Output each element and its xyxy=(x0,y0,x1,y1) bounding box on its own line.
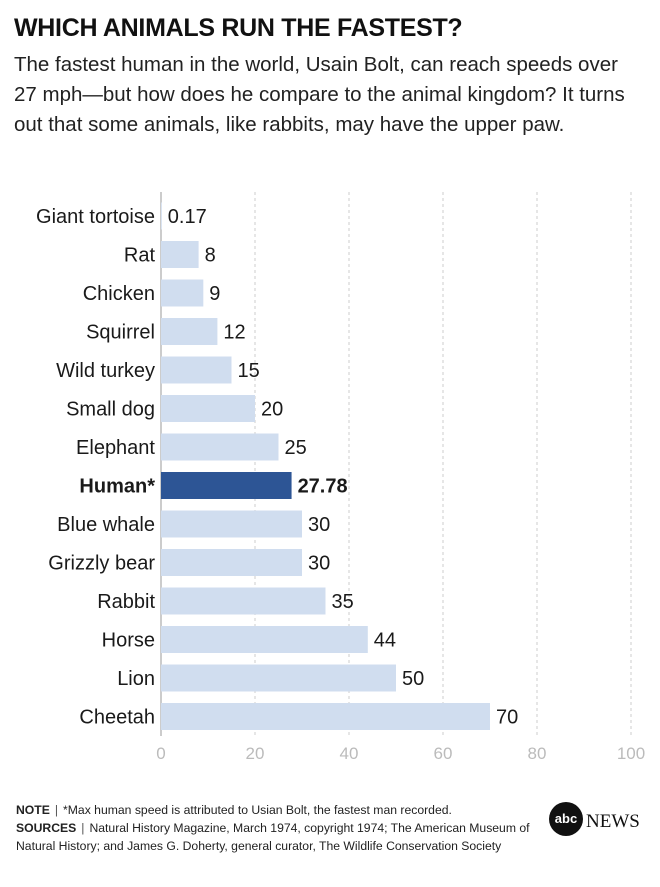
value-label-3: 12 xyxy=(223,322,245,344)
category-label-13: Cheetah xyxy=(79,707,155,729)
bar-3 xyxy=(161,318,218,345)
abc-logo-word: NEWS xyxy=(586,811,640,832)
note-line: NOTE | *Max human speed is attributed to U… xyxy=(16,801,536,819)
category-label-9: Grizzly bear xyxy=(48,553,155,575)
category-label-7: Human* xyxy=(79,476,155,498)
bar-6 xyxy=(161,433,279,461)
sources-line: SOURCES | Natural History Magazine, March … xyxy=(16,819,536,855)
x-tick-label-60: 60 xyxy=(434,744,453,763)
chart-title: WHICH ANIMALS RUN THE FASTEST? xyxy=(14,14,463,42)
bar-1 xyxy=(161,241,199,268)
x-tick-label-0: 0 xyxy=(156,744,165,763)
note-label: NOTE xyxy=(16,803,50,817)
note-separator: | xyxy=(54,803,59,817)
x-tick-label-20: 20 xyxy=(246,744,265,763)
abc-news-logo: abc NEWS xyxy=(549,802,640,836)
category-label-8: Blue whale xyxy=(57,514,155,536)
category-label-2: Chicken xyxy=(83,283,155,305)
category-label-6: Elephant xyxy=(76,437,155,459)
category-label-1: Rat xyxy=(124,245,156,267)
sources-text: Natural History Magazine, March 1974, co… xyxy=(16,821,530,853)
value-label-13: 70 xyxy=(496,707,518,729)
value-label-1: 8 xyxy=(205,245,216,267)
category-label-3: Squirrel xyxy=(86,322,155,344)
x-tick-label-80: 80 xyxy=(528,744,547,763)
value-label-0: 0.17 xyxy=(168,206,207,228)
category-label-4: Wild turkey xyxy=(56,360,155,382)
value-label-11: 44 xyxy=(374,630,396,652)
chart-subtitle: The fastest human in the world, Usain Bo… xyxy=(14,53,625,136)
bar-10 xyxy=(161,587,326,615)
category-label-0: Giant tortoise xyxy=(36,206,155,228)
bar-12 xyxy=(161,664,396,692)
sources-separator: | xyxy=(81,821,85,835)
abc-logo-mark: abc xyxy=(555,811,577,826)
note-text: *Max human speed is attributed to Usian … xyxy=(63,803,452,817)
value-label-4: 15 xyxy=(238,360,260,382)
bar-9 xyxy=(161,549,302,576)
x-tick-label-100: 100 xyxy=(617,744,645,763)
bar-8 xyxy=(161,510,302,538)
value-label-7: 27.78 xyxy=(298,476,348,498)
bar-13 xyxy=(161,703,490,730)
bar-4 xyxy=(161,356,232,384)
bar-5 xyxy=(161,395,255,422)
bar-2 xyxy=(161,279,204,307)
footer: NOTE | *Max human speed is attributed to U… xyxy=(16,801,536,855)
abc-logo-circle xyxy=(549,802,583,836)
bar-0 xyxy=(161,202,162,230)
value-label-9: 30 xyxy=(308,553,330,575)
value-label-8: 30 xyxy=(308,514,330,536)
value-label-12: 50 xyxy=(402,668,424,690)
category-label-11: Horse xyxy=(102,630,155,652)
sources-label: SOURCES xyxy=(16,821,77,835)
value-label-2: 9 xyxy=(209,283,220,305)
value-label-5: 20 xyxy=(261,399,283,421)
category-label-5: Small dog xyxy=(66,399,155,421)
bar-11 xyxy=(161,626,368,653)
category-label-12: Lion xyxy=(117,668,155,690)
value-label-10: 35 xyxy=(332,591,354,613)
category-label-10: Rabbit xyxy=(97,591,155,613)
value-label-6: 25 xyxy=(285,437,307,459)
x-tick-label-40: 40 xyxy=(340,744,359,763)
bar-7 xyxy=(161,472,292,499)
bar-chart: Giant tortoise 0.17 Rat 8 Chicken 9 Squirrel 12… xyxy=(36,192,645,763)
